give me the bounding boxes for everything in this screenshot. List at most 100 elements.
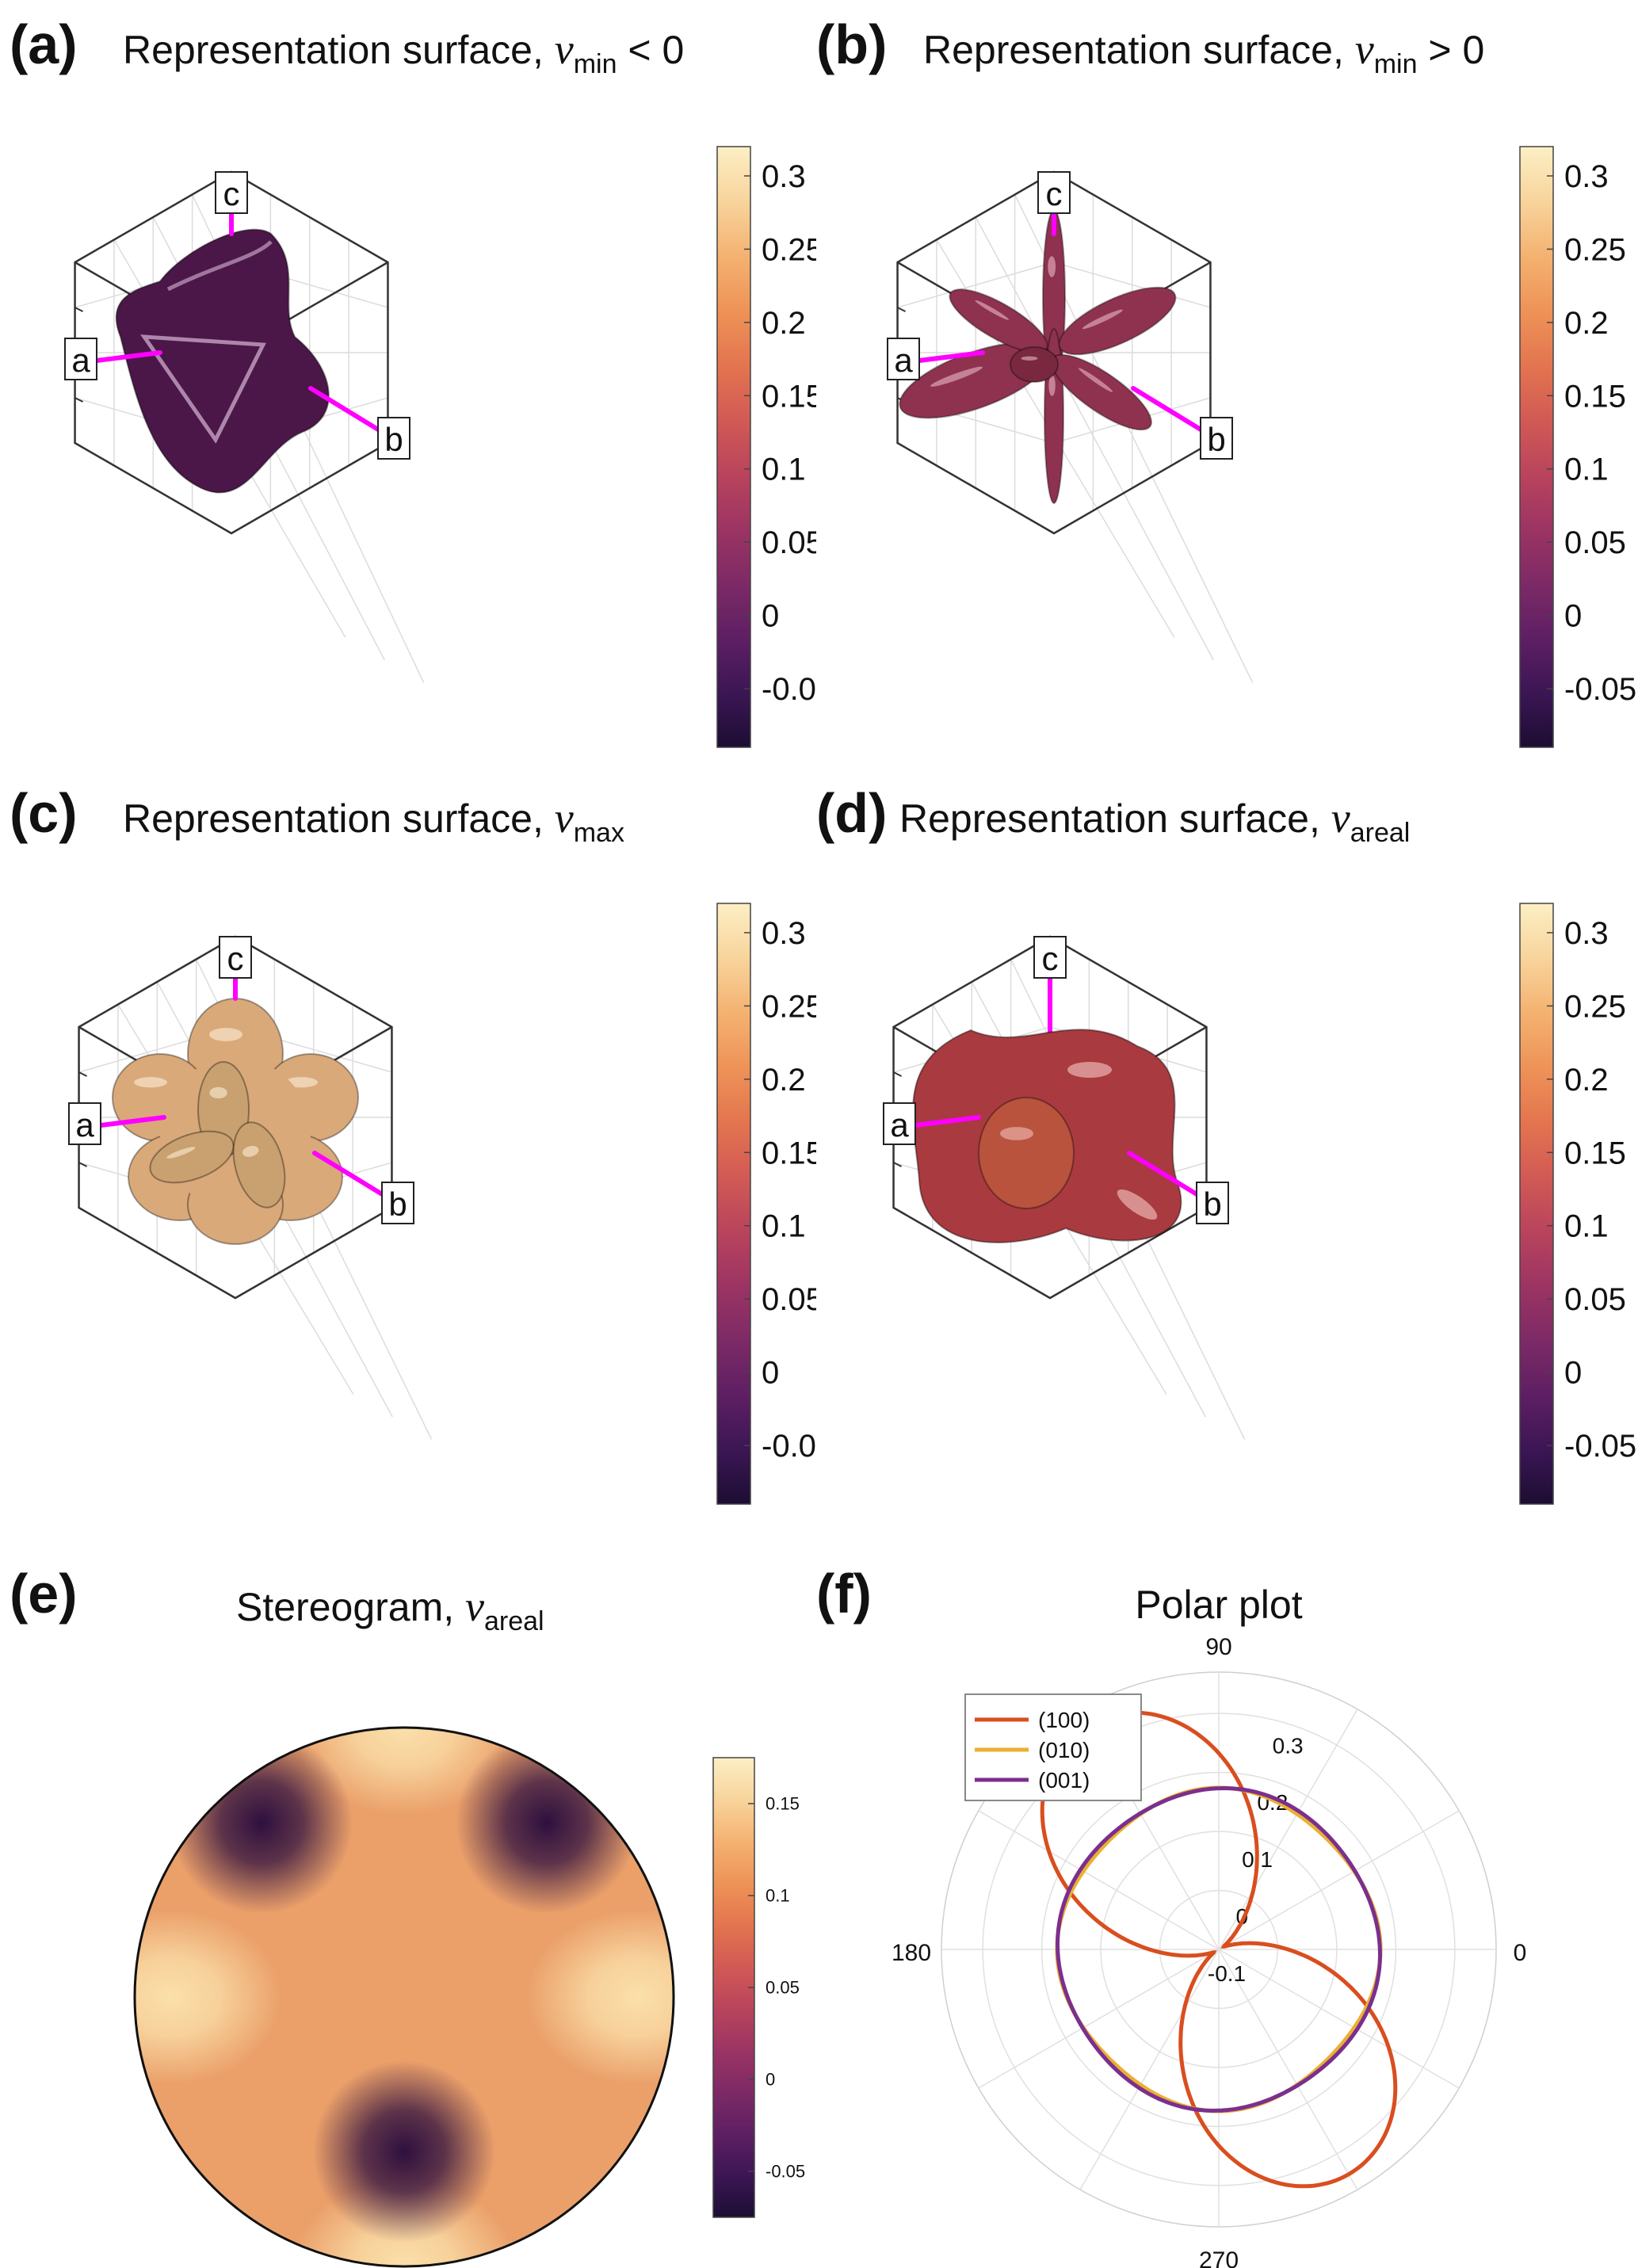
panel-c-colorbar-label-2: 0.2 <box>762 1063 806 1098</box>
surface-body <box>115 228 330 494</box>
panel-a: (a) Representation surface, νmin < 0 a b c 0.… <box>0 0 816 761</box>
panel-d-colorbar-label-1: 0.25 <box>1564 989 1626 1024</box>
polar-title: Polar plot <box>1135 1583 1302 1627</box>
panel-b-colorbar-label-5: 0.05 <box>1564 525 1626 560</box>
panel-b-colorbar-label-2: 0.2 <box>1564 306 1609 341</box>
stereogram-colorbar-label-2: 0.05 <box>766 1978 800 1998</box>
panel-d: (d) Representation surface, νareal a b c 0.3 0… <box>816 773 1638 1545</box>
panel-a-colorbar <box>716 146 751 748</box>
stereogram-disk <box>135 1728 674 2266</box>
panel-a-colorbar-label-6: 0 <box>762 599 779 634</box>
panel-a-colorbar-label-5: 0.05 <box>762 525 816 560</box>
panel-a-panel-title: Representation surface, νmin < 0 <box>123 25 684 79</box>
bright-region-2 <box>527 1910 674 2084</box>
panel-d-colorbar-label-5: 0.05 <box>1564 1282 1626 1317</box>
axis-label-b: b <box>381 1182 414 1224</box>
lobe-a-highlight <box>930 366 983 387</box>
stereogram-colorbar-label-1: 0.1 <box>766 1886 790 1906</box>
polar-series-2 <box>1055 1785 1383 2113</box>
inner-triangle-lobe-highlight <box>1000 1127 1033 1140</box>
polar-legend-label-2: (001) <box>1038 1768 1090 1793</box>
stereogram-colorbar-label-0: 0.15 <box>766 1794 800 1814</box>
polar-legend-label-0: (100) <box>1038 1708 1090 1732</box>
axis-label-a-text: a <box>71 342 90 379</box>
panel-b-colorbar-label-6: 0 <box>1564 599 1582 634</box>
polar-angle-label-270: 270 <box>1199 2247 1239 2268</box>
inner-lobe-left-highlight <box>166 1147 196 1159</box>
a-axis-line <box>913 1115 981 1128</box>
axis-label-a-text: a <box>890 1106 909 1144</box>
a-axis-line <box>98 1115 166 1128</box>
lobe-upper-right-highlight <box>1082 309 1123 330</box>
axis-label-c-text: c <box>1042 940 1059 977</box>
surface-ridge-highlight <box>166 240 273 292</box>
stereogram-letter: (e) <box>10 1563 78 1625</box>
panel-a-colorbar-label-7: -0.05 <box>762 672 816 707</box>
axis-label-c: c <box>215 171 248 214</box>
polar-legend: (100) (010) (001) <box>964 1693 1142 1801</box>
panel-b-svg: (b) Representation surface, νmin > 0 a b c 0.… <box>816 13 1636 748</box>
axis-label-a: a <box>887 338 920 380</box>
axis-label-b: b <box>377 417 410 460</box>
panel-b-colorbar-label-4: 0.1 <box>1564 452 1609 487</box>
panel-d-colorbar-label-3: 0.15 <box>1564 1136 1626 1170</box>
axis-label-c-text: c <box>223 175 240 212</box>
axis-label-b-text: b <box>1203 1186 1221 1223</box>
b-axis-line <box>308 386 384 434</box>
stereogram-colorbar-label-3: 0 <box>766 2070 775 2090</box>
panel-d-panel-title: Representation surface, νareal <box>899 794 1410 848</box>
lobe-upper-left <box>949 288 1048 353</box>
polar-angle-label-90: 90 <box>1205 1634 1231 1660</box>
axis-label-c-text: c <box>1046 175 1063 212</box>
a-axis-line <box>94 350 162 363</box>
panel-c-colorbar <box>716 903 751 1505</box>
lobe-b-highlight <box>1078 368 1113 392</box>
bright-region-1 <box>135 1910 281 2084</box>
panel-c-colorbar-label-6: 0 <box>762 1356 779 1391</box>
panel-c-colorbar-label-5: 0.05 <box>762 1282 816 1317</box>
panel-c-colorbar-label-7: -0.05 <box>762 1429 816 1464</box>
panel-c-svg: (c) Representation surface, νmax a b c 0.3 0.2… <box>10 782 816 1505</box>
surface-d <box>911 1029 1182 1243</box>
panel-d-colorbar-label-0: 0.3 <box>1564 916 1609 951</box>
panel-f-polar-plot: (f) Polar plot 0 90 180 270 -0.1 0 0.1 0.2 0.3 (100… <box>816 1553 1638 2268</box>
lobe-center-highlight <box>1021 356 1038 361</box>
axis-label-c: c <box>1037 171 1071 214</box>
axis-label-c-text: c <box>227 940 244 977</box>
axis-label-b: b <box>1200 417 1233 460</box>
panel-c-panel-title: Representation surface, νmax <box>123 794 624 848</box>
b-axis-line <box>1127 1151 1203 1199</box>
lobe-up-highlight <box>1048 256 1056 277</box>
lobe-center <box>1010 346 1059 383</box>
lobe-upper-left-highlight <box>975 300 1009 320</box>
surface-edge-highlight <box>139 334 266 444</box>
outer-lobe-1-highlight <box>134 1077 167 1088</box>
panel-d-colorbar-label-2: 0.2 <box>1564 1063 1609 1098</box>
inner-lobe-up-highlight <box>209 1086 227 1099</box>
a-axis-line <box>917 350 985 363</box>
panel-c-colorbar-label-1: 0.25 <box>762 989 816 1024</box>
axis-label-b-text: b <box>1207 421 1225 458</box>
panel-d-colorbar-label-4: 0.1 <box>1564 1209 1609 1244</box>
polar-radial-label--0.1: -0.1 <box>1208 1961 1246 1986</box>
inner-triangle-lobe <box>978 1097 1075 1209</box>
panel-c-colorbar-label-3: 0.15 <box>762 1136 816 1170</box>
surface-highlight-1 <box>1067 1062 1112 1078</box>
panel-b-colorbar-label-3: 0.15 <box>1564 379 1626 414</box>
panel-a-colorbar-label-1: 0.25 <box>762 232 816 267</box>
panel-d-colorbar <box>1519 903 1554 1505</box>
inner-lobe-right-highlight <box>242 1146 259 1157</box>
panel-b-colorbar-label-7: -0.05 <box>1564 672 1636 707</box>
axis-label-a: a <box>68 1102 101 1145</box>
axis-label-a: a <box>64 338 97 380</box>
panel-e-stereogram: (e) Stereogram, νareal 0.15 0.1 0.05 0 -0.05 <box>0 1553 816 2268</box>
panel-d-colorbar-label-6: 0 <box>1564 1356 1582 1391</box>
polar-angle-label-180: 180 <box>892 1940 931 1966</box>
surface-highlight-2 <box>1117 1189 1158 1220</box>
panel-b-colorbar-label-0: 0.3 <box>1564 159 1609 194</box>
panel-a-svg: (a) Representation surface, νmin < 0 a b c 0.… <box>10 13 816 748</box>
polar-radial-label-0.3: 0.3 <box>1273 1733 1304 1758</box>
stereogram-title: Stereogram, νareal <box>236 1583 544 1636</box>
surface-b <box>899 209 1177 504</box>
